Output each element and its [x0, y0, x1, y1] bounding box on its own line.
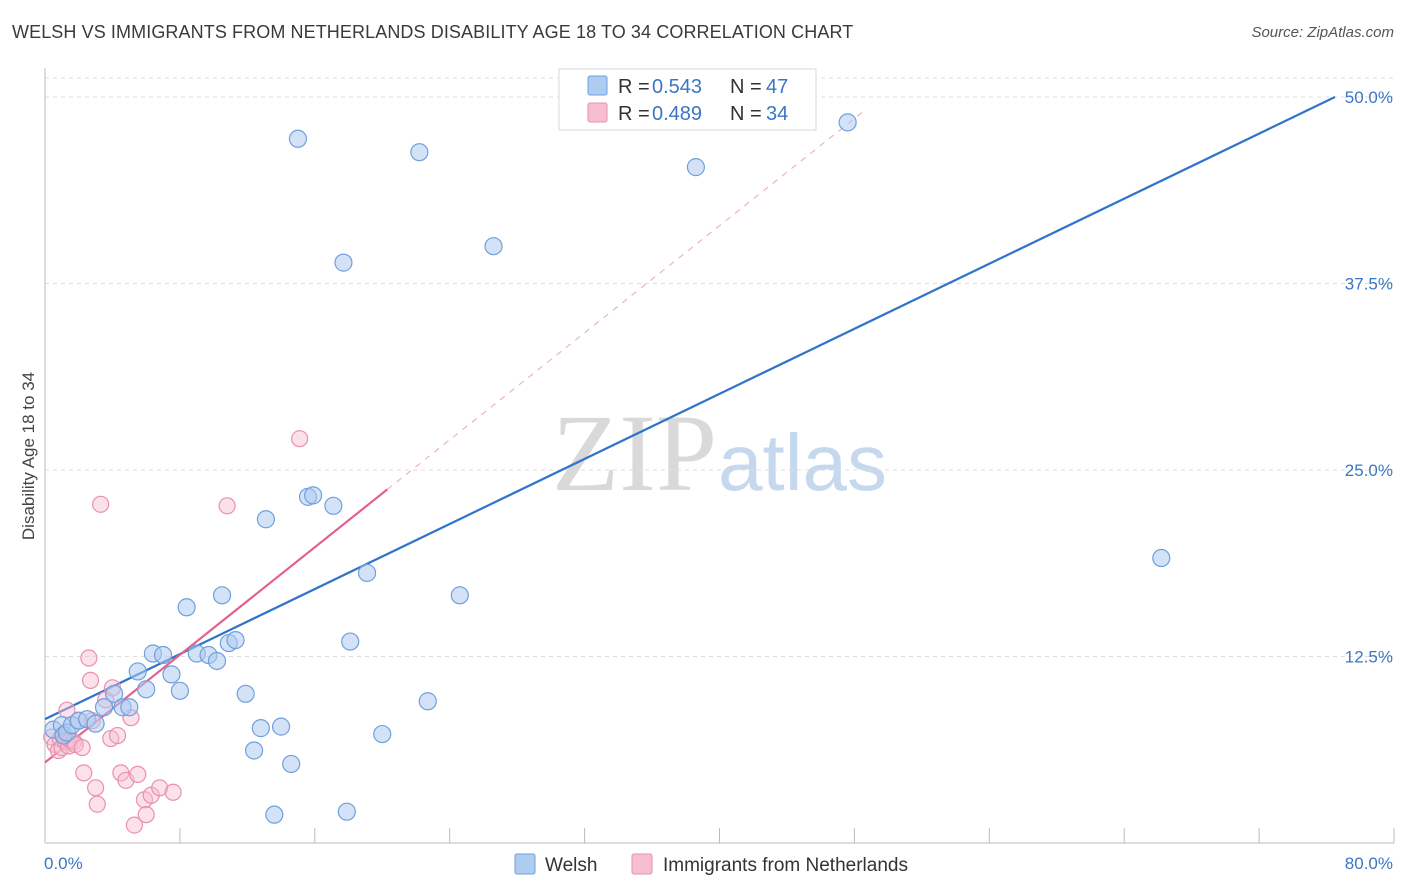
- legend-n-label-netherlands: N =: [730, 103, 762, 125]
- netherlands-point-29: [129, 765, 147, 783]
- netherlands-point-31: [137, 806, 155, 824]
- x-tick-label-max: 80.0%: [1345, 854, 1393, 873]
- y-tick-labels: 12.5% 25.0% 37.5% 50.0%: [1345, 88, 1393, 667]
- welsh-point-41: [410, 143, 429, 162]
- bottom-legend-swatch-netherlands: [631, 853, 653, 875]
- netherlands-point-35: [218, 497, 236, 515]
- netherlands-point-16: [81, 671, 100, 689]
- welsh-point-38: [341, 632, 360, 651]
- welsh-point-24: [226, 630, 245, 650]
- welsh-point-42: [418, 692, 437, 711]
- welsh-point-32: [288, 129, 308, 148]
- netherlands-point-28: [125, 816, 143, 834]
- legend-n-label-welsh: N =: [730, 76, 762, 98]
- data-points: [43, 113, 1171, 834]
- legend-r-label-netherlands: R =: [618, 103, 650, 125]
- welsh-point-45: [686, 158, 705, 177]
- legend-r-value-welsh: 0.543: [652, 76, 702, 98]
- welsh-point-16: [162, 665, 181, 684]
- y-tick-label-1: 25.0%: [1345, 461, 1393, 480]
- chart-title: WELSH VS IMMIGRANTS FROM NETHERLANDS DIS…: [12, 22, 854, 42]
- legend-swatch-welsh: [587, 75, 608, 96]
- trend-lines: [44, 96, 1336, 764]
- welsh-point-8: [94, 698, 114, 717]
- legend-swatch-netherlands: [587, 102, 608, 123]
- trend-line-welsh: [44, 96, 1336, 721]
- netherlands-point-18: [86, 779, 105, 797]
- y-tick-label-2: 37.5%: [1345, 275, 1393, 294]
- welsh-point-29: [265, 805, 284, 824]
- source-label: Source: ZipAtlas.com: [1251, 24, 1394, 41]
- welsh-point-47: [1152, 548, 1171, 568]
- legend-r-value-netherlands: 0.489: [652, 103, 702, 125]
- welsh-point-28: [256, 510, 275, 529]
- welsh-point-35: [324, 496, 343, 515]
- bottom-legend-label-welsh: Welsh: [545, 855, 597, 876]
- y-tick-label-3: 50.0%: [1345, 88, 1393, 107]
- bottom-legend: Welsh Immigrants from Netherlands: [514, 853, 908, 876]
- legend-n-value-netherlands: 34: [766, 103, 788, 125]
- netherlands-point-15: [80, 649, 98, 667]
- welsh-point-26: [244, 741, 264, 760]
- welsh-point-34: [304, 486, 323, 505]
- netherlands-point-13: [73, 738, 91, 757]
- x-tick-label-min: 0.0%: [44, 854, 83, 873]
- welsh-point-11: [120, 698, 139, 717]
- axes: [44, 68, 1395, 844]
- netherlands-point-36: [291, 430, 309, 448]
- welsh-point-40: [373, 724, 392, 744]
- welsh-point-39: [357, 563, 377, 583]
- netherlands-point-33: [151, 779, 169, 797]
- legend-n-value-welsh: 47: [766, 76, 788, 98]
- welsh-point-7: [86, 714, 105, 733]
- trend-line-netherlands-extension: [386, 111, 864, 490]
- welsh-point-15: [153, 645, 173, 665]
- y-tick-label-0: 12.5%: [1345, 648, 1393, 667]
- netherlands-point-20: [92, 495, 110, 513]
- y-axis-title: Disability Age 18 to 34: [19, 372, 38, 540]
- welsh-point-30: [271, 717, 291, 736]
- welsh-point-31: [282, 754, 301, 774]
- welsh-point-9: [105, 684, 124, 703]
- legend-r-label-welsh: R =: [618, 76, 650, 98]
- watermark-atlas: atlas: [718, 418, 887, 507]
- welsh-point-12: [128, 662, 147, 681]
- netherlands-point-34: [164, 783, 182, 801]
- legend: R = 0.543 N = 47 R = 0.489 N = 34: [558, 68, 817, 131]
- welsh-point-27: [251, 719, 270, 738]
- bottom-legend-label-netherlands: Immigrants from Netherlands: [663, 855, 908, 876]
- welsh-point-13: [137, 680, 156, 699]
- welsh-point-18: [177, 598, 196, 617]
- trend-line-netherlands: [44, 488, 388, 764]
- welsh-point-44: [484, 237, 503, 256]
- welsh-point-43: [450, 586, 469, 605]
- watermark-zip: ZIP: [552, 392, 717, 514]
- bottom-legend-swatch-welsh: [514, 853, 536, 875]
- welsh-point-37: [337, 802, 356, 821]
- netherlands-point-14: [75, 764, 93, 782]
- netherlands-point-24: [108, 726, 127, 745]
- netherlands-point-19: [88, 795, 106, 813]
- welsh-point-21: [207, 651, 227, 671]
- grid-lines: [45, 77, 1394, 657]
- welsh-point-25: [236, 684, 255, 703]
- welsh-point-36: [334, 253, 353, 272]
- welsh-point-17: [170, 681, 189, 700]
- welsh-point-22: [212, 586, 232, 605]
- welsh-point-46: [838, 113, 857, 132]
